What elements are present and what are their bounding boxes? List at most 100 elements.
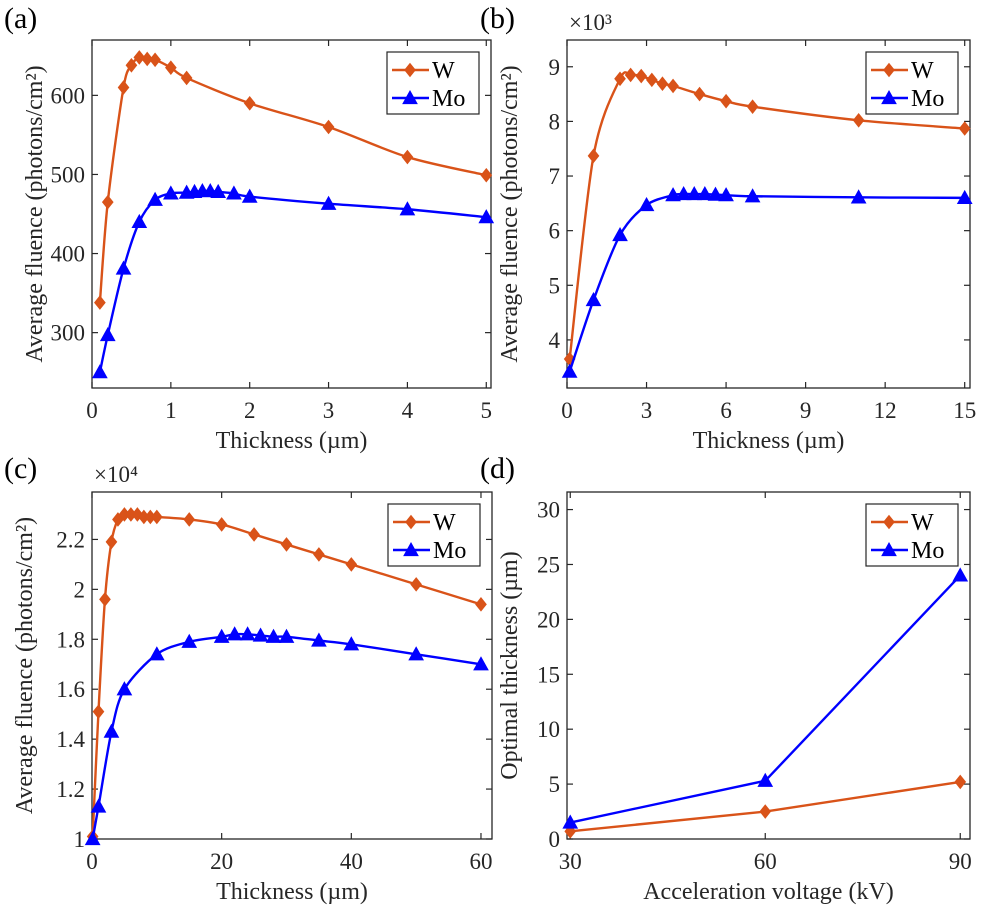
data-point xyxy=(226,185,242,200)
data-point xyxy=(720,93,732,109)
data-point xyxy=(94,295,106,310)
data-point xyxy=(410,577,422,592)
data-point xyxy=(243,95,256,111)
panel-label: (b) xyxy=(480,2,515,35)
x-tick-label: 0 xyxy=(561,398,573,423)
y-tick-label: 1.4 xyxy=(56,727,85,752)
data-point xyxy=(635,68,648,84)
data-point xyxy=(117,80,130,95)
legend: WMo xyxy=(865,503,959,567)
x-tick-label: 20 xyxy=(210,849,233,874)
x-tick-label: 15 xyxy=(953,398,976,423)
axis-exponent: ×10⁴ xyxy=(94,462,138,487)
data-point xyxy=(105,534,118,550)
y-tick-label: 0 xyxy=(549,827,561,852)
data-point xyxy=(956,189,973,204)
series-W xyxy=(86,507,487,844)
data-point xyxy=(148,646,165,661)
data-point xyxy=(850,189,867,204)
data-point xyxy=(480,167,493,183)
legend-marker xyxy=(883,62,895,78)
legend-marker xyxy=(881,541,897,557)
data-point xyxy=(248,527,260,542)
legend-box xyxy=(865,51,959,115)
data-point xyxy=(141,51,154,67)
data-point xyxy=(183,512,196,527)
legend-label: W xyxy=(911,510,934,536)
y-tick-label: 8 xyxy=(549,109,561,134)
x-tick-label: 2 xyxy=(244,398,256,423)
data-point xyxy=(852,113,865,128)
y-tick-label: 20 xyxy=(537,607,560,632)
legend-label: Mo xyxy=(911,86,944,112)
series-line xyxy=(91,632,482,840)
data-point xyxy=(213,628,230,643)
data-point xyxy=(103,723,120,738)
data-point xyxy=(646,72,658,88)
data-point xyxy=(239,626,256,641)
legend-marker xyxy=(404,62,416,78)
legend-label: W xyxy=(911,58,934,84)
legend: WMo xyxy=(865,51,959,115)
subplot-d: 30 60 90 0 5 10 15 20 25 30 Acceleration voltage (… xyxy=(480,452,972,905)
data-point xyxy=(744,188,761,203)
data-point xyxy=(587,148,600,164)
data-point xyxy=(163,185,179,200)
data-point xyxy=(311,632,327,647)
data-point xyxy=(181,633,198,648)
y-tick-label: 500 xyxy=(51,162,86,187)
legend-label: Mo xyxy=(433,538,466,564)
panel-label: (c) xyxy=(4,452,37,485)
data-point xyxy=(90,798,107,813)
data-point xyxy=(280,537,293,552)
data-point xyxy=(252,627,269,642)
data-point xyxy=(562,814,579,829)
y-tick-label: 4 xyxy=(549,328,561,353)
legend-marker xyxy=(881,89,897,105)
legend-marker xyxy=(883,514,895,530)
y-tick-label: 10 xyxy=(537,717,560,742)
data-point xyxy=(116,681,133,696)
data-point xyxy=(99,326,116,342)
data-point xyxy=(561,363,578,378)
x-axis-label: Thickness (µm) xyxy=(693,428,845,454)
x-tick-label: 0 xyxy=(86,849,98,874)
data-point xyxy=(210,183,227,198)
y-tick-label: 600 xyxy=(51,83,86,108)
legend-label: W xyxy=(432,58,455,84)
data-point xyxy=(614,71,626,87)
x-tick-label: 40 xyxy=(340,849,363,874)
legend-label: W xyxy=(433,510,456,536)
legend-marker xyxy=(405,514,417,530)
data-point xyxy=(667,78,679,94)
y-axis-label: Average fluence (photons/cm²) xyxy=(22,65,48,362)
data-point xyxy=(180,70,193,86)
data-point xyxy=(718,187,734,202)
data-point xyxy=(585,292,602,307)
data-point xyxy=(697,186,713,201)
data-point xyxy=(133,50,146,65)
data-point xyxy=(473,656,489,671)
panel-label: (d) xyxy=(480,452,515,485)
data-point xyxy=(693,86,706,102)
y-axis-label: Optimal thickness (µm) xyxy=(497,551,523,779)
legend-label: Mo xyxy=(432,86,465,112)
x-tick-label: 30 xyxy=(559,849,582,874)
data-point xyxy=(165,60,177,75)
data-point xyxy=(612,227,628,242)
y-tick-label: 5 xyxy=(549,772,561,797)
data-point xyxy=(313,547,325,562)
legend: WMo xyxy=(387,503,481,567)
data-point xyxy=(131,213,148,229)
x-tick-label: 5 xyxy=(481,398,493,423)
data-point xyxy=(624,67,637,83)
data-point xyxy=(401,149,414,165)
series-W xyxy=(564,774,967,839)
data-point xyxy=(226,626,243,641)
data-point xyxy=(399,201,416,216)
series-Mo xyxy=(561,186,973,378)
y-tick-label: 15 xyxy=(537,662,560,687)
data-point xyxy=(147,191,163,206)
y-tick-label: 30 xyxy=(537,498,560,523)
